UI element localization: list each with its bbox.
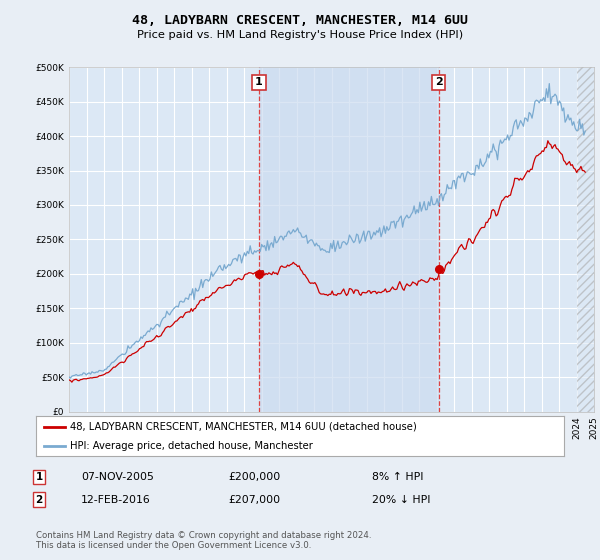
Text: 20% ↓ HPI: 20% ↓ HPI bbox=[372, 494, 431, 505]
Text: 48, LADYBARN CRESCENT, MANCHESTER, M14 6UU: 48, LADYBARN CRESCENT, MANCHESTER, M14 6… bbox=[132, 14, 468, 27]
Text: 2: 2 bbox=[35, 494, 43, 505]
Bar bbox=[259, 67, 439, 412]
Text: 2: 2 bbox=[435, 77, 442, 87]
Text: Price paid vs. HM Land Registry's House Price Index (HPI): Price paid vs. HM Land Registry's House … bbox=[137, 30, 463, 40]
Text: 1: 1 bbox=[255, 77, 263, 87]
Text: Contains HM Land Registry data © Crown copyright and database right 2024.
This d: Contains HM Land Registry data © Crown c… bbox=[36, 530, 371, 550]
Text: 1: 1 bbox=[35, 472, 43, 482]
Text: 07-NOV-2005: 07-NOV-2005 bbox=[81, 472, 154, 482]
Bar bbox=[577, 67, 594, 412]
Text: HPI: Average price, detached house, Manchester: HPI: Average price, detached house, Manc… bbox=[70, 441, 313, 450]
Text: £207,000: £207,000 bbox=[228, 494, 280, 505]
Text: 8% ↑ HPI: 8% ↑ HPI bbox=[372, 472, 424, 482]
Text: 12-FEB-2016: 12-FEB-2016 bbox=[81, 494, 151, 505]
Text: 48, LADYBARN CRESCENT, MANCHESTER, M14 6UU (detached house): 48, LADYBARN CRESCENT, MANCHESTER, M14 6… bbox=[70, 422, 417, 432]
Text: £200,000: £200,000 bbox=[228, 472, 280, 482]
